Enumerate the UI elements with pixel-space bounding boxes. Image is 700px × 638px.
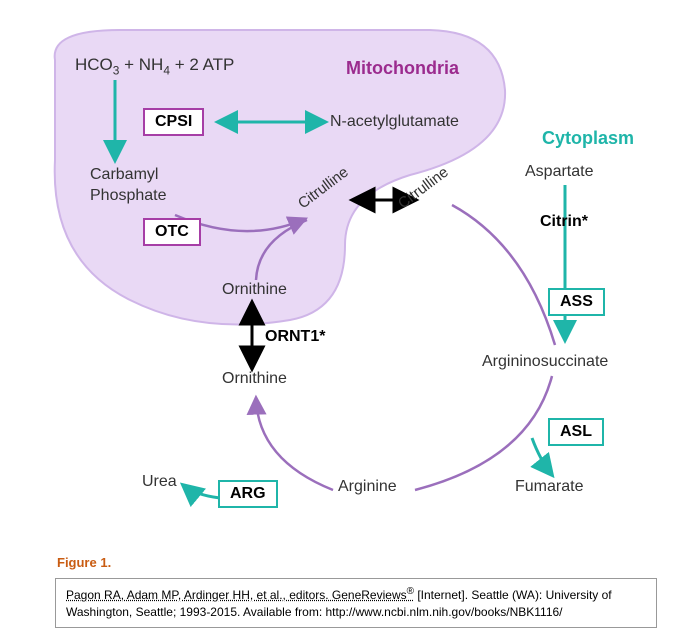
citation-box: Pagon RA, Adam MP, Ardinger HH, et al., … xyxy=(55,578,657,628)
carbamyl-phosphate: Carbamyl Phosphate xyxy=(90,165,167,207)
carbamyl-line2: Phosphate xyxy=(90,186,167,207)
aspartate: Aspartate xyxy=(525,163,593,181)
enzyme-arg: ARG xyxy=(218,480,278,508)
arrow-citrulline-ornithine xyxy=(256,220,307,280)
arrow-arg-urea xyxy=(183,485,220,498)
ornt1-transporter: ORNT1* xyxy=(265,328,325,346)
arrow-arginine-ornithine2 xyxy=(256,398,333,490)
arginine: Arginine xyxy=(338,478,397,496)
enzyme-ass: ASS xyxy=(548,288,605,316)
carbamyl-line1: Carbamyl xyxy=(90,165,167,186)
enzyme-cpsi: CPSI xyxy=(143,108,204,136)
figure-heading: Figure 1. xyxy=(57,555,111,570)
citrulline-cyto: Citrulline xyxy=(395,164,452,213)
enzyme-asl: ASL xyxy=(548,418,604,446)
arrow-argsucc-arginine xyxy=(415,376,552,490)
ornithine-mito: Ornithine xyxy=(222,281,287,299)
urea: Urea xyxy=(142,473,177,491)
cytoplasm-label: Cytoplasm xyxy=(542,128,634,149)
input-formula: HCO3 + NH4 + 2 ATP xyxy=(75,55,234,77)
diagram-svg xyxy=(0,0,700,638)
n-acetylglutamate: N-acetylglutamate xyxy=(330,113,459,131)
argininosuccinate: Argininosuccinate xyxy=(482,353,608,371)
diagram-canvas: Mitochondria Cytoplasm HCO3 + NH4 + 2 AT… xyxy=(0,0,700,638)
fumarate: Fumarate xyxy=(515,478,583,496)
citrulline-mito: Citrulline xyxy=(295,164,352,213)
enzyme-otc: OTC xyxy=(143,218,201,246)
ornithine-cyto: Ornithine xyxy=(222,370,287,388)
citrin-transporter: Citrin* xyxy=(540,213,588,231)
mitochondria-label: Mitochondria xyxy=(346,58,459,79)
